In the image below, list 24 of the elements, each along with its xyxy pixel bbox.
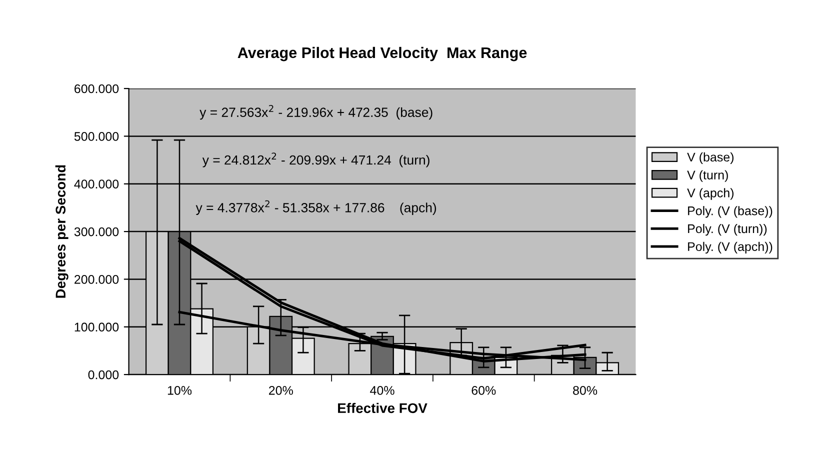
legend-label: Poly. (V (turn)) <box>688 224 767 236</box>
x-tick-label: 80% <box>573 386 598 395</box>
x-tick-label: 20% <box>269 386 293 395</box>
legend-label: V (base) <box>687 152 734 164</box>
x-axis-title: Effective FOV <box>338 402 428 414</box>
x-tick-label: 60% <box>472 386 496 395</box>
annotation: y = 24.812x$^{2}$ - 209.99x + 471.24 (turn) <box>202 152 430 168</box>
legend-label: Poly. (V (apch)) <box>688 242 772 254</box>
chart-title: Average Pilot Head Velocity Max Range <box>238 46 527 62</box>
annotation: y = 4.3778x$^{2}$ - 51.358x + 177.86 (apch) <box>196 200 436 215</box>
y-axis-title: Degrees per Second <box>55 165 68 298</box>
y-tick-label: 100.000 <box>74 322 119 332</box>
x-tick-label: 10% <box>168 386 192 395</box>
y-tick-label: 600.000 <box>74 84 119 94</box>
y-tick-label: 400.000 <box>74 180 119 189</box>
legend-label: V (apch) <box>687 188 734 200</box>
legend-label: V (turn) <box>687 170 728 182</box>
legend-label: Poly. (V (base)) <box>688 206 772 218</box>
y-tick-label: 300.000 <box>74 227 119 236</box>
y-tick-label: 500.000 <box>74 132 119 141</box>
y-tick-label: 200.000 <box>74 275 119 284</box>
y-tick-label: 0.000 <box>88 370 119 380</box>
x-tick-label: 40% <box>370 386 394 395</box>
annotation: y = 27.563x$^{2}$ - 219.96x + 472.35 (base) <box>200 104 432 120</box>
